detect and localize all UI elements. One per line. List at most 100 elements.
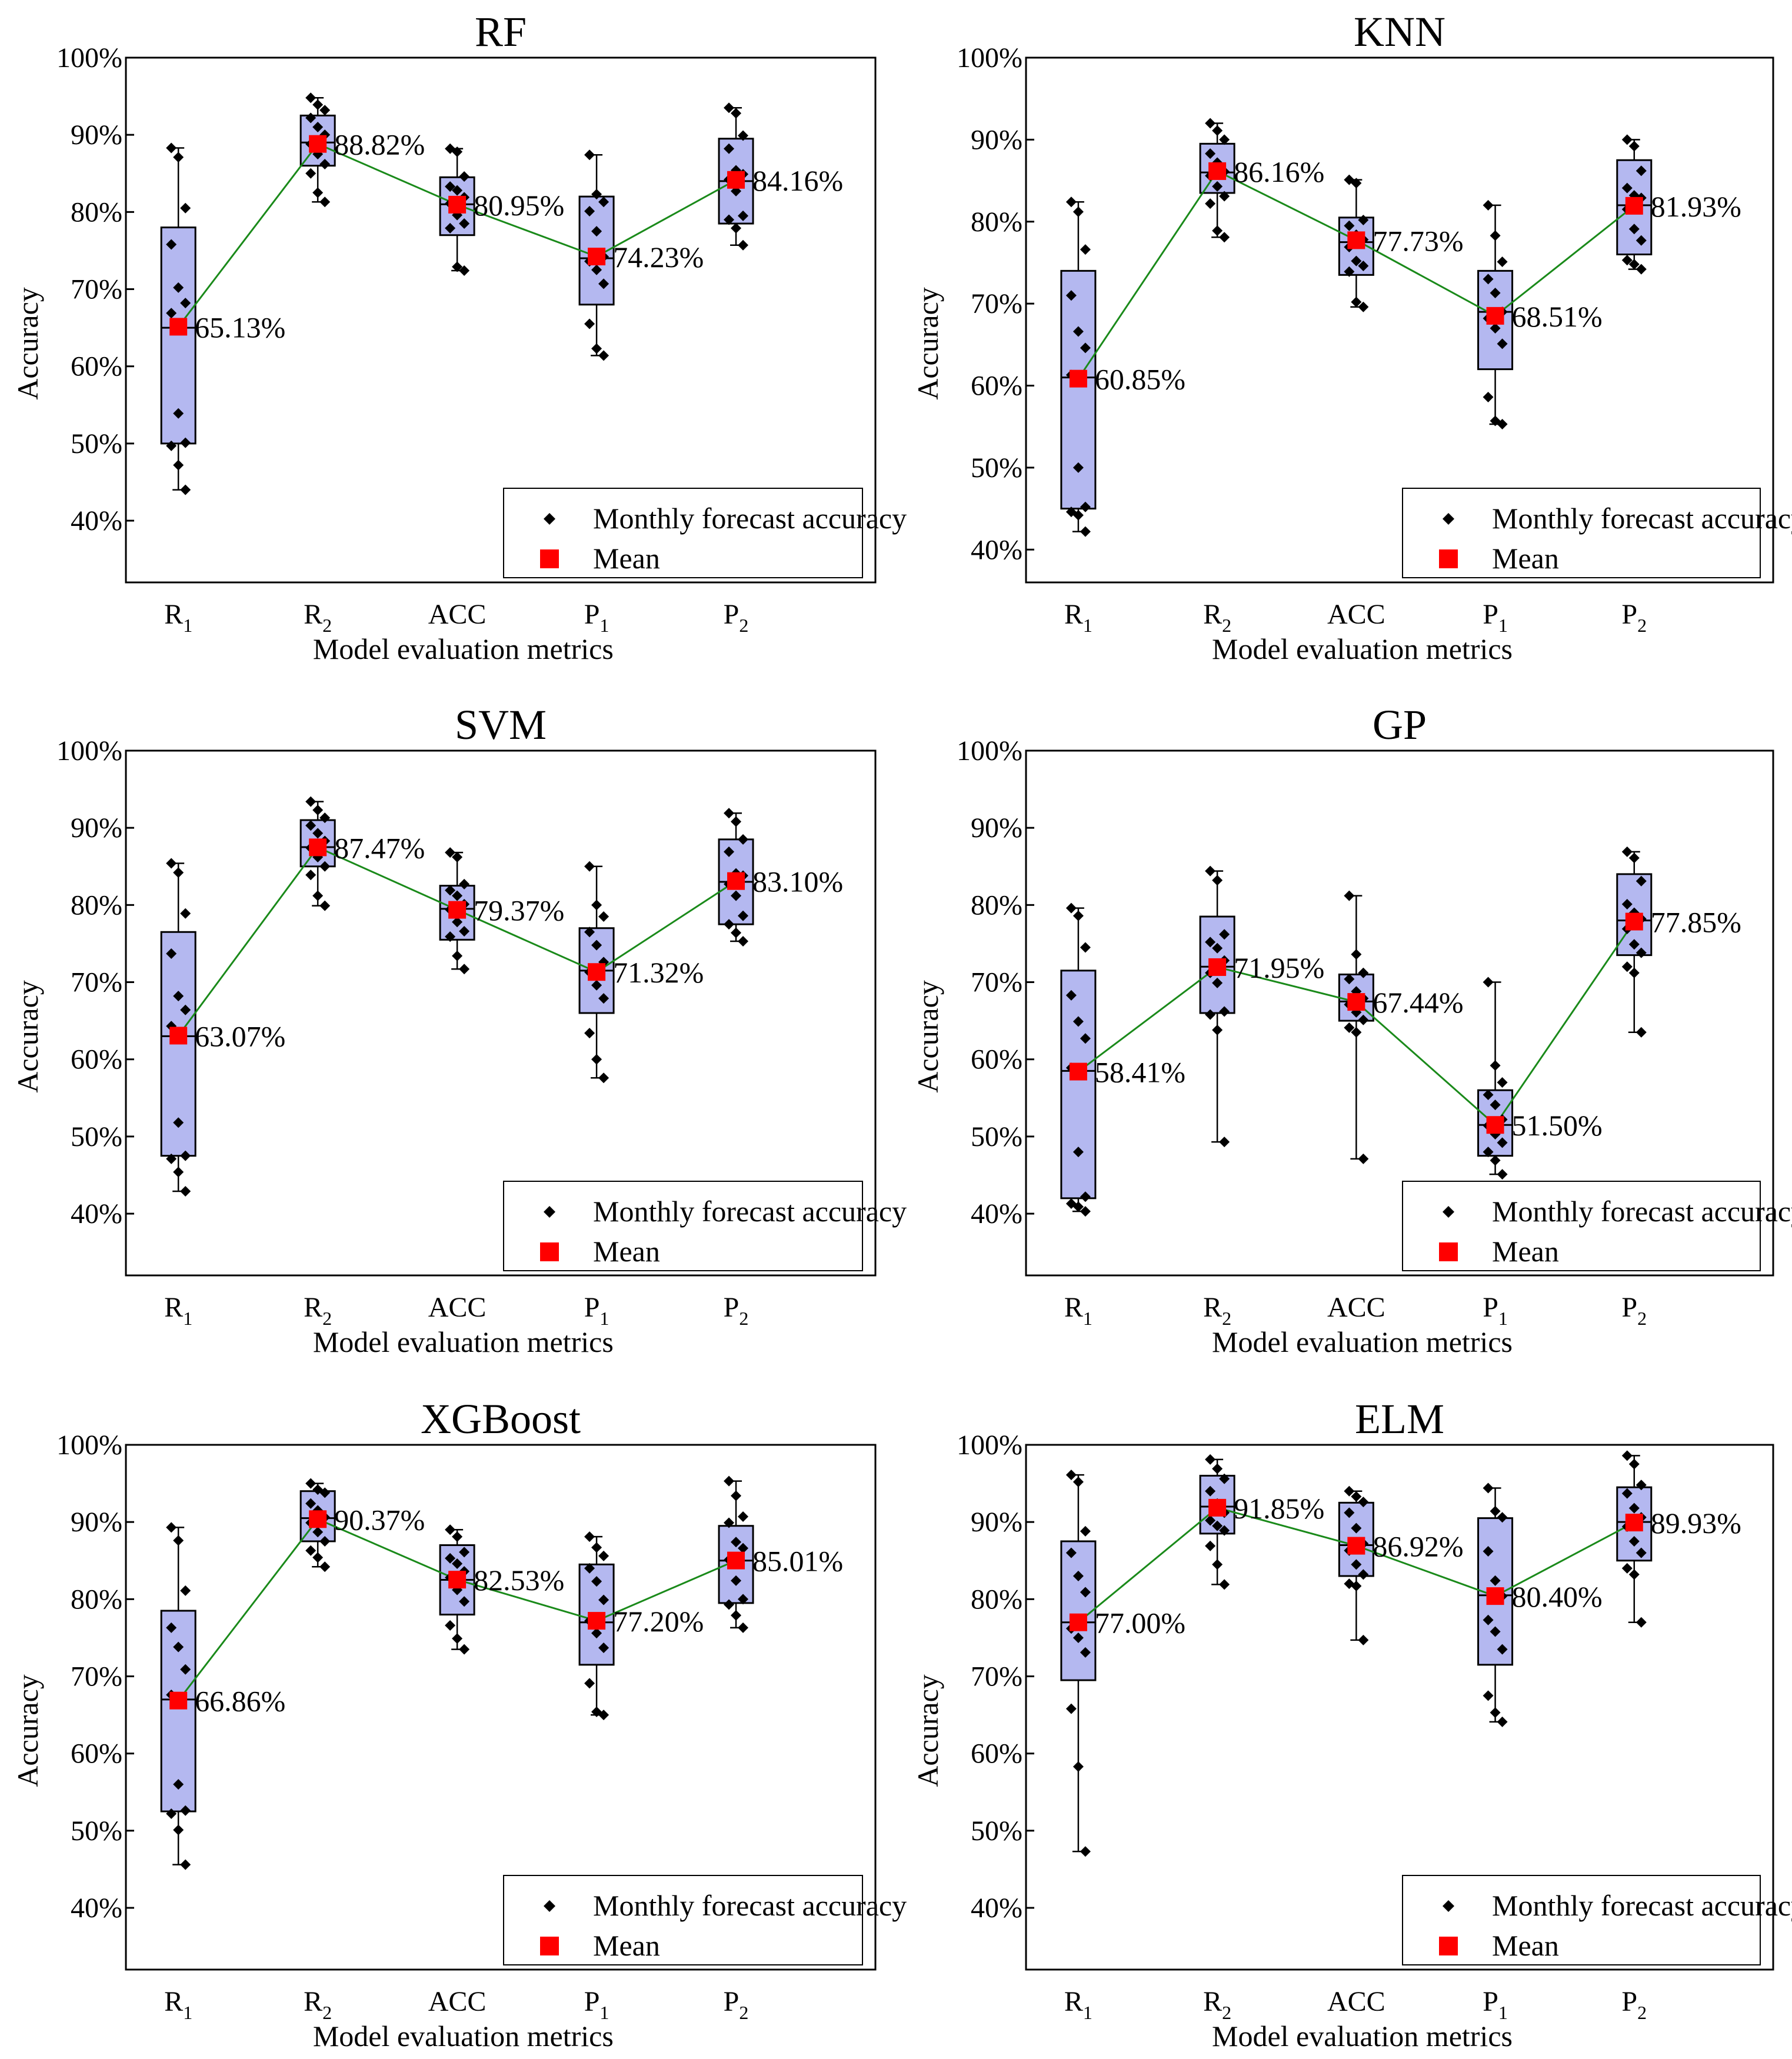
- mean-value-label: 66.86%: [195, 1685, 285, 1718]
- data-point: [1358, 1497, 1369, 1508]
- legend-points-symbol: [1443, 513, 1454, 525]
- data-point: [305, 92, 317, 104]
- data-point: [738, 210, 749, 221]
- mean-value-label: 77.20%: [613, 1605, 704, 1638]
- data-point: [738, 1594, 749, 1605]
- mean-value-label: 63.07%: [195, 1019, 285, 1052]
- legend-box: [1402, 488, 1761, 578]
- data-point: [1490, 1155, 1501, 1166]
- data-point: [1483, 1614, 1494, 1625]
- data-point: [445, 181, 456, 192]
- data-point: [1072, 1476, 1084, 1487]
- legend-mean-label: Mean: [1492, 542, 1559, 575]
- data-point: [1219, 191, 1230, 202]
- data-point: [1080, 1525, 1091, 1537]
- y-tick-label: 70%: [971, 1661, 1022, 1692]
- data-point: [180, 1859, 191, 1870]
- mean-value-label: 82.53%: [474, 1564, 564, 1597]
- data-point: [1080, 244, 1091, 255]
- data-point: [445, 1524, 456, 1535]
- mean-marker: [1486, 1116, 1504, 1134]
- data-point: [1497, 1137, 1508, 1148]
- data-point: [459, 171, 470, 182]
- y-axis-label: Accuracy: [911, 1674, 944, 1787]
- mean-value-label: 91.85%: [1234, 1492, 1324, 1525]
- data-point: [1483, 199, 1494, 211]
- data-point: [305, 1478, 317, 1489]
- y-tick-label: 90%: [971, 1507, 1022, 1538]
- x-tick-label: ACC: [1327, 1986, 1385, 2017]
- data-point: [459, 1644, 470, 1655]
- data-point: [731, 1610, 742, 1621]
- mean-value-label: 90.37%: [334, 1503, 425, 1536]
- data-point: [452, 146, 463, 158]
- data-point: [1497, 1644, 1508, 1655]
- x-tick-label: ACC: [1327, 599, 1385, 630]
- data-point: [319, 159, 331, 170]
- data-point: [1358, 214, 1369, 225]
- data-point: [445, 847, 456, 858]
- mean-value-label: 81.93%: [1651, 190, 1741, 223]
- data-point: [1621, 961, 1633, 972]
- data-point: [1490, 1100, 1501, 1111]
- y-tick-label: 50%: [971, 452, 1022, 484]
- data-point: [312, 890, 324, 901]
- data-point: [166, 1153, 177, 1164]
- legend-mean-symbol: [1439, 549, 1458, 568]
- mean-value-label: 71.32%: [613, 956, 704, 989]
- data-point: [1628, 259, 1640, 270]
- data-point: [1497, 419, 1508, 430]
- x-tick-label: R2: [1203, 599, 1231, 636]
- data-point: [1351, 178, 1362, 189]
- x-tick-label: R1: [164, 1986, 192, 2023]
- mean-value-label: 86.92%: [1373, 1530, 1463, 1563]
- x-tick-label: R1: [1064, 599, 1092, 636]
- y-tick-label: 40%: [971, 534, 1022, 565]
- x-tick-label: ACC: [428, 1292, 487, 1323]
- mean-marker: [309, 838, 327, 857]
- data-point: [319, 861, 331, 872]
- data-point: [1351, 1581, 1362, 1592]
- mean-marker: [448, 1571, 467, 1589]
- data-point: [1628, 1502, 1640, 1514]
- data-point: [1621, 182, 1633, 194]
- data-point: [1483, 977, 1494, 988]
- mean-value-label: 79.37%: [474, 894, 564, 927]
- data-point: [305, 1498, 317, 1509]
- data-point: [1636, 1027, 1647, 1038]
- x-axis-label: Model evaluation metrics: [1212, 2020, 1513, 2053]
- x-tick-label: R2: [1203, 1292, 1231, 1329]
- data-point: [591, 226, 602, 237]
- data-point: [738, 1511, 749, 1522]
- data-point: [1212, 1463, 1223, 1474]
- data-point: [1212, 875, 1223, 886]
- data-point: [598, 1710, 609, 1721]
- data-point: [1497, 338, 1508, 349]
- data-point: [173, 1824, 184, 1835]
- mean-marker: [1069, 369, 1087, 388]
- data-point: [180, 908, 191, 919]
- data-point: [738, 936, 749, 947]
- data-point: [591, 1054, 602, 1065]
- data-point: [591, 189, 602, 200]
- data-point: [1219, 232, 1230, 243]
- data-point: [1219, 1579, 1230, 1590]
- data-point: [180, 298, 191, 309]
- legend-box: [503, 488, 863, 578]
- data-point: [1080, 526, 1091, 537]
- data-point: [173, 459, 184, 471]
- x-axis-label: Model evaluation metrics: [313, 2020, 614, 2053]
- data-point: [591, 343, 602, 354]
- data-point: [584, 318, 595, 329]
- data-point: [1621, 1488, 1633, 1499]
- data-point: [180, 1805, 191, 1816]
- mean-marker: [169, 1691, 188, 1710]
- data-point: [319, 1487, 331, 1498]
- data-point: [180, 1004, 191, 1015]
- data-point: [1205, 198, 1216, 209]
- data-point: [1621, 134, 1633, 145]
- data-point: [1636, 875, 1647, 887]
- mean-value-label: 71.95%: [1234, 951, 1324, 984]
- y-tick-label: 60%: [971, 1044, 1022, 1075]
